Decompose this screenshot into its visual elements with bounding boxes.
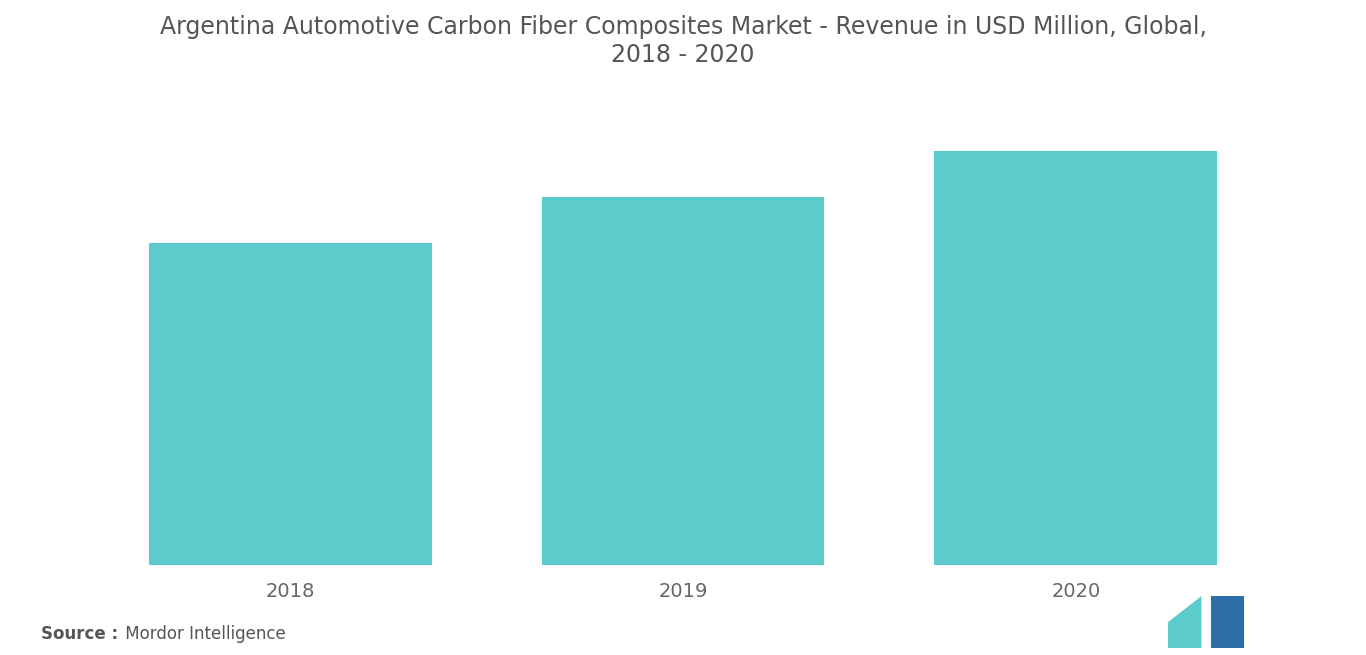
- Title: Argentina Automotive Carbon Fiber Composites Market - Revenue in USD Million, Gl: Argentina Automotive Carbon Fiber Compos…: [160, 15, 1206, 67]
- Bar: [934, 151, 1217, 565]
- Bar: [149, 243, 432, 565]
- Polygon shape: [1212, 596, 1244, 648]
- Text: Source :: Source :: [41, 625, 117, 643]
- Polygon shape: [1168, 596, 1202, 648]
- Text: Mordor Intelligence: Mordor Intelligence: [120, 625, 285, 643]
- Bar: [541, 197, 825, 565]
